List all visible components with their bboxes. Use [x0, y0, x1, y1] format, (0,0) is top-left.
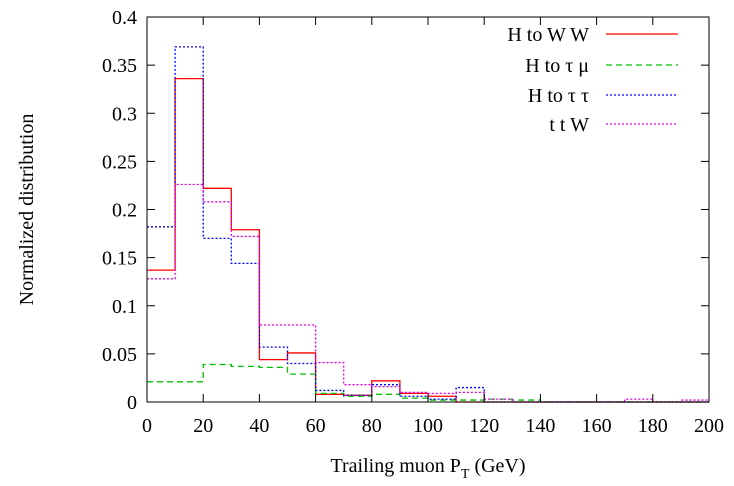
axis-ticks: 0 0.05 0.1 0.15 0.2 0.25 0.3 0.35 0.4 0 20 40 60 80 10…	[102, 7, 724, 437]
legend-label-4: t t W	[549, 114, 589, 136]
legend-label-2: H to τ μ	[525, 55, 589, 77]
y-tick-label: 0.2	[112, 200, 137, 222]
x-tick-label: 140	[525, 415, 555, 437]
x-axis-title-subscript: T	[461, 467, 470, 482]
x-tick-label: 100	[413, 415, 443, 437]
x-axis-title: Trailing muon PT (GeV)	[330, 455, 525, 482]
y-tick-label: 0.3	[112, 103, 137, 125]
x-tick-label: 200	[694, 415, 724, 437]
x-tick-label: 80	[362, 415, 382, 437]
legend-label-1: H to W W	[507, 24, 589, 46]
series-line-3	[147, 46, 709, 403]
y-tick-label: 0.4	[112, 7, 137, 29]
x-tick-label: 120	[469, 415, 499, 437]
x-tick-label: 160	[582, 415, 612, 437]
y-tick-label: 0.15	[102, 248, 137, 270]
y-tick-label: 0.05	[102, 344, 137, 366]
series-layer	[147, 46, 709, 403]
x-tick-label: 20	[193, 415, 213, 437]
series-line-4	[147, 183, 709, 403]
x-axis-title-unit: (GeV)	[469, 455, 525, 477]
y-tick-label: 0.1	[112, 296, 137, 318]
legend-label-3: H to τ τ	[528, 85, 589, 107]
x-axis-title-main: Trailing muon P	[330, 455, 460, 477]
y-tick-label: 0.35	[102, 55, 137, 77]
x-tick-label: 180	[638, 415, 668, 437]
y-tick-label: 0	[127, 392, 137, 414]
x-tick-label: 60	[306, 415, 326, 437]
y-axis-title: Normalized distribution	[16, 114, 38, 306]
y-tick-label: 0.25	[102, 151, 137, 173]
x-tick-label: 40	[249, 415, 269, 437]
x-tick-label: 0	[142, 415, 152, 437]
legend: H to W W H to τ μ H to τ τ t t W	[507, 24, 678, 136]
